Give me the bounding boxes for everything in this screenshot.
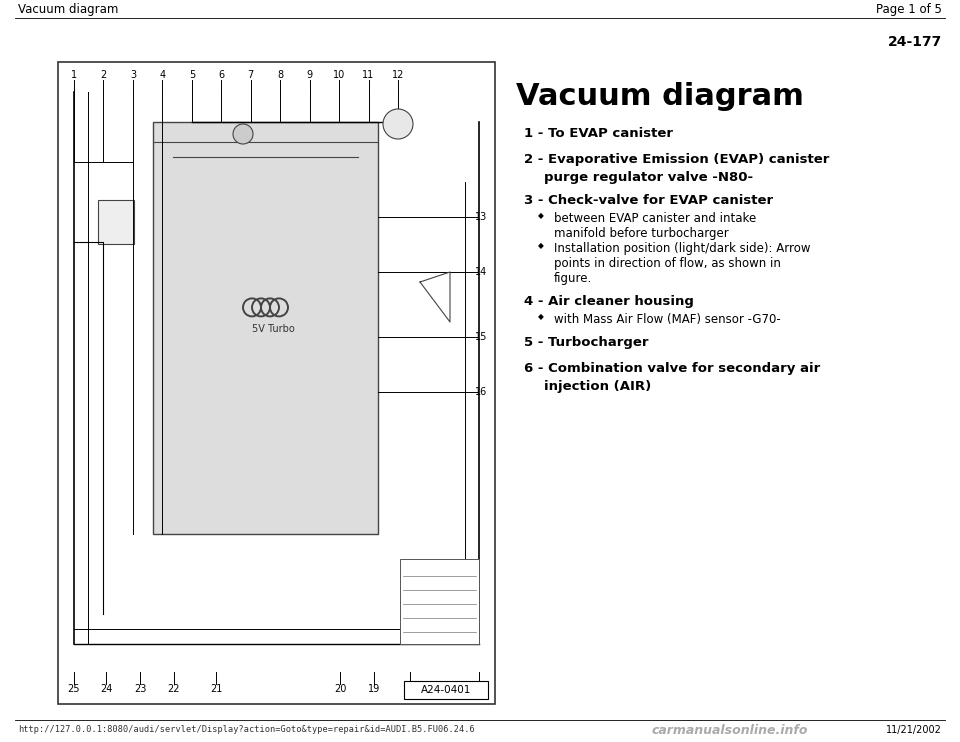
Text: 23: 23 [133,684,146,694]
Text: points in direction of flow, as shown in: points in direction of flow, as shown in [554,257,780,270]
Text: A24-0401: A24-0401 [420,685,471,695]
Text: manifold before turbocharger: manifold before turbocharger [554,227,729,240]
Text: 13: 13 [475,212,487,222]
Text: 11/21/2002: 11/21/2002 [886,725,942,735]
Bar [153,122,378,534]
Text: 9: 9 [306,70,313,80]
Text: ◆: ◆ [538,312,544,321]
Text: 7: 7 [248,70,253,80]
Text: 12: 12 [392,70,404,80]
Text: 6 - Combination valve for secondary air: 6 - Combination valve for secondary air [524,362,820,375]
Text: 21: 21 [210,684,222,694]
Text: 19: 19 [368,684,380,694]
Text: 1 - To EVAP canister: 1 - To EVAP canister [524,127,673,140]
Text: 10: 10 [333,70,346,80]
Text: between EVAP canister and intake: between EVAP canister and intake [554,212,756,225]
Circle shape [233,124,253,144]
Text: 1: 1 [71,70,77,80]
Text: 4: 4 [159,70,165,80]
Text: 20: 20 [334,684,347,694]
Text: 22: 22 [168,684,180,694]
Bar [58,62,495,704]
Text: figure.: figure. [554,272,592,285]
Text: Vacuum diagram: Vacuum diagram [18,2,118,16]
Circle shape [383,109,413,139]
Text: 5V Turbo: 5V Turbo [252,324,295,335]
Text: 15: 15 [474,332,487,342]
Text: Vacuum diagram: Vacuum diagram [516,82,804,111]
Text: 17: 17 [473,684,485,694]
Text: 3: 3 [130,70,136,80]
Text: 14: 14 [475,267,487,277]
FancyBboxPatch shape [404,681,488,699]
Text: carmanualsonline.info: carmanualsonline.info [652,723,808,737]
Text: 5: 5 [189,70,195,80]
Text: 3 - Check-valve for EVAP canister: 3 - Check-valve for EVAP canister [524,194,773,207]
Text: injection (AIR): injection (AIR) [544,380,651,393]
Text: Installation position (light/dark side): Arrow: Installation position (light/dark side):… [554,242,810,255]
Text: with Mass Air Flow (MAF) sensor -G70-: with Mass Air Flow (MAF) sensor -G70- [554,313,780,326]
Text: 24-177: 24-177 [888,35,942,49]
Text: 16: 16 [475,387,487,397]
Text: Page 1 of 5: Page 1 of 5 [876,2,942,16]
Text: 4 - Air cleaner housing: 4 - Air cleaner housing [524,295,694,308]
Text: 24: 24 [100,684,112,694]
Bar [400,559,479,644]
Text: ◆: ◆ [538,241,544,250]
Text: 6: 6 [218,70,225,80]
Text: 11: 11 [363,70,374,80]
Text: 5 - Turbocharger: 5 - Turbocharger [524,336,649,349]
Text: 18: 18 [404,684,416,694]
Text: 2 - Evaporative Emission (EVAP) canister: 2 - Evaporative Emission (EVAP) canister [524,153,829,166]
Text: ◆: ◆ [538,211,544,220]
Text: purge regulator valve -N80-: purge regulator valve -N80- [544,171,754,184]
Text: http://127.0.0.1:8080/audi/servlet/Display?action=Goto&type=repair&id=AUDI.B5.FU: http://127.0.0.1:8080/audi/servlet/Displ… [18,726,475,735]
Bar [98,200,134,244]
Text: 2: 2 [101,70,107,80]
Text: 8: 8 [277,70,283,80]
Text: 25: 25 [68,684,81,694]
